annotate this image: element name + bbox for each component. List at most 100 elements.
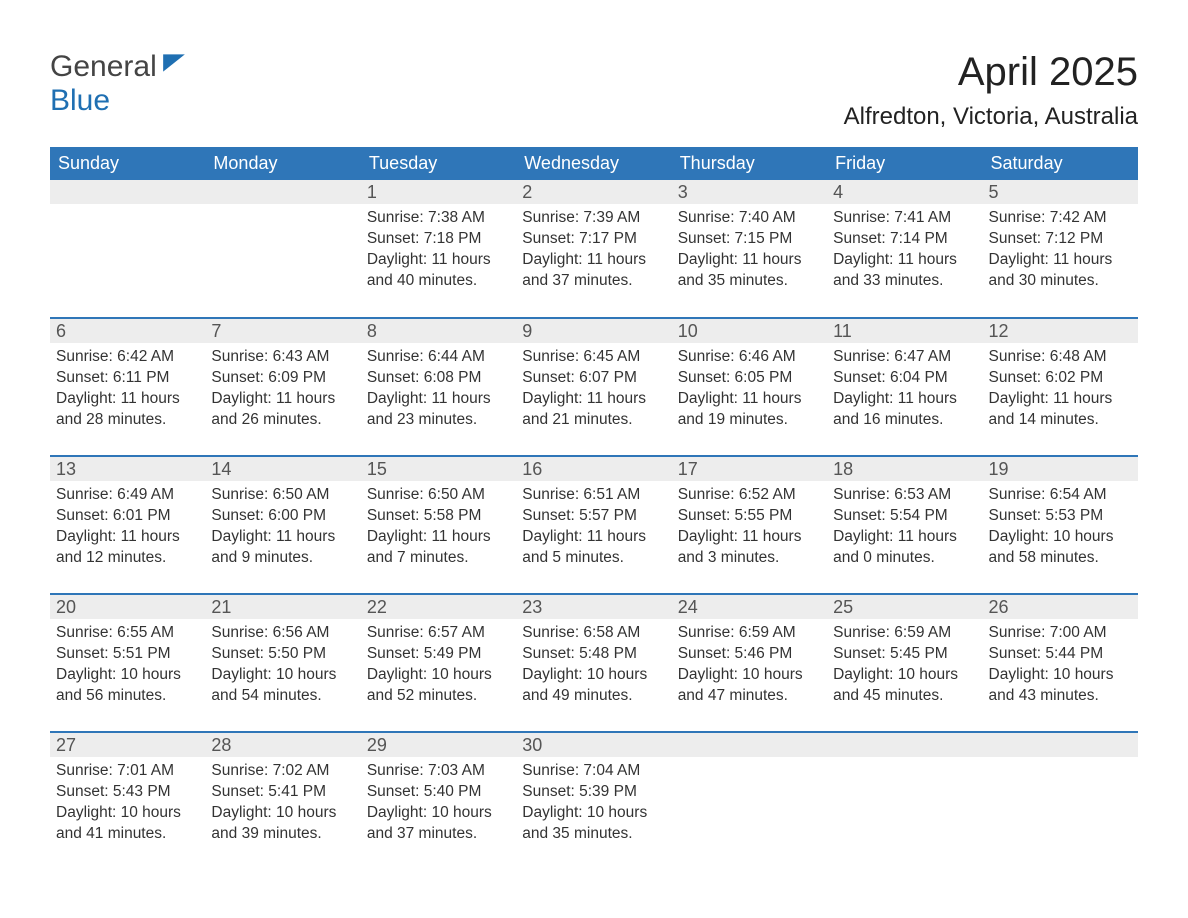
- day-number: 15: [361, 457, 516, 481]
- day-data: Sunrise: 6:46 AMSunset: 6:05 PMDaylight:…: [672, 343, 827, 437]
- day-cell: 11Sunrise: 6:47 AMSunset: 6:04 PMDayligh…: [827, 318, 982, 456]
- daylight1-text: Daylight: 11 hours: [833, 527, 976, 548]
- sunset-text: Sunset: 6:07 PM: [522, 368, 665, 389]
- sunrise-text: Sunrise: 6:59 AM: [833, 623, 976, 644]
- sunset-text: Sunset: 5:49 PM: [367, 644, 510, 665]
- day-cell: 25Sunrise: 6:59 AMSunset: 5:45 PMDayligh…: [827, 594, 982, 732]
- title-month: April 2025: [844, 50, 1138, 95]
- sunset-text: Sunset: 5:50 PM: [211, 644, 354, 665]
- day-data: Sunrise: 6:47 AMSunset: 6:04 PMDaylight:…: [827, 343, 982, 437]
- daylight1-text: Daylight: 11 hours: [989, 250, 1132, 271]
- sunrise-text: Sunrise: 7:01 AM: [56, 761, 199, 782]
- day-data: Sunrise: 6:58 AMSunset: 5:48 PMDaylight:…: [516, 619, 671, 713]
- daylight2-text: and 49 minutes.: [522, 686, 665, 707]
- daylight2-text: and 30 minutes.: [989, 271, 1132, 292]
- day-cell: 2Sunrise: 7:39 AMSunset: 7:17 PMDaylight…: [516, 180, 671, 318]
- sunset-text: Sunset: 6:08 PM: [367, 368, 510, 389]
- day-data: Sunrise: 7:00 AMSunset: 5:44 PMDaylight:…: [983, 619, 1138, 713]
- daylight1-text: Daylight: 11 hours: [833, 389, 976, 410]
- weekday-header: Tuesday: [361, 147, 516, 180]
- day-data: Sunrise: 7:01 AMSunset: 5:43 PMDaylight:…: [50, 757, 205, 851]
- sunset-text: Sunset: 5:45 PM: [833, 644, 976, 665]
- day-number: 19: [983, 457, 1138, 481]
- day-number: 9: [516, 319, 671, 343]
- sunrise-text: Sunrise: 6:48 AM: [989, 347, 1132, 368]
- day-number: 13: [50, 457, 205, 481]
- title-location: Alfredton, Victoria, Australia: [844, 103, 1138, 131]
- sunrise-text: Sunrise: 7:41 AM: [833, 208, 976, 229]
- day-number: 7: [205, 319, 360, 343]
- day-cell: 26Sunrise: 7:00 AMSunset: 5:44 PMDayligh…: [983, 594, 1138, 732]
- day-data: Sunrise: 7:39 AMSunset: 7:17 PMDaylight:…: [516, 204, 671, 298]
- sunrise-text: Sunrise: 6:43 AM: [211, 347, 354, 368]
- sunset-text: Sunset: 5:48 PM: [522, 644, 665, 665]
- sunset-text: Sunset: 7:14 PM: [833, 229, 976, 250]
- day-cell: 4Sunrise: 7:41 AMSunset: 7:14 PMDaylight…: [827, 180, 982, 318]
- day-number: 23: [516, 595, 671, 619]
- day-data: [672, 757, 827, 767]
- day-cell: [50, 180, 205, 318]
- daylight2-text: and 7 minutes.: [367, 548, 510, 569]
- daylight1-text: Daylight: 11 hours: [56, 389, 199, 410]
- sunrise-text: Sunrise: 6:46 AM: [678, 347, 821, 368]
- day-data: Sunrise: 6:57 AMSunset: 5:49 PMDaylight:…: [361, 619, 516, 713]
- daylight1-text: Daylight: 10 hours: [211, 803, 354, 824]
- day-cell: 24Sunrise: 6:59 AMSunset: 5:46 PMDayligh…: [672, 594, 827, 732]
- day-number: 6: [50, 319, 205, 343]
- daylight2-text: and 41 minutes.: [56, 824, 199, 845]
- day-data: [827, 757, 982, 767]
- weekday-header: Wednesday: [516, 147, 671, 180]
- sunset-text: Sunset: 6:00 PM: [211, 506, 354, 527]
- sunrise-text: Sunrise: 6:51 AM: [522, 485, 665, 506]
- day-data: Sunrise: 6:52 AMSunset: 5:55 PMDaylight:…: [672, 481, 827, 575]
- day-cell: 1Sunrise: 7:38 AMSunset: 7:18 PMDaylight…: [361, 180, 516, 318]
- daylight2-text: and 35 minutes.: [678, 271, 821, 292]
- day-cell: 12Sunrise: 6:48 AMSunset: 6:02 PMDayligh…: [983, 318, 1138, 456]
- daylight1-text: Daylight: 10 hours: [211, 665, 354, 686]
- day-data: Sunrise: 6:59 AMSunset: 5:45 PMDaylight:…: [827, 619, 982, 713]
- sunrise-text: Sunrise: 6:57 AM: [367, 623, 510, 644]
- day-number: 1: [361, 180, 516, 204]
- day-data: Sunrise: 6:42 AMSunset: 6:11 PMDaylight:…: [50, 343, 205, 437]
- sunrise-text: Sunrise: 7:39 AM: [522, 208, 665, 229]
- day-cell: 16Sunrise: 6:51 AMSunset: 5:57 PMDayligh…: [516, 456, 671, 594]
- daylight2-text: and 33 minutes.: [833, 271, 976, 292]
- daylight1-text: Daylight: 10 hours: [989, 527, 1132, 548]
- sunset-text: Sunset: 6:11 PM: [56, 368, 199, 389]
- day-number: [827, 733, 982, 757]
- daylight2-text: and 5 minutes.: [522, 548, 665, 569]
- sunset-text: Sunset: 5:41 PM: [211, 782, 354, 803]
- sunset-text: Sunset: 6:05 PM: [678, 368, 821, 389]
- sunset-text: Sunset: 6:02 PM: [989, 368, 1132, 389]
- day-number: 12: [983, 319, 1138, 343]
- sunset-text: Sunset: 5:51 PM: [56, 644, 199, 665]
- sunrise-text: Sunrise: 6:54 AM: [989, 485, 1132, 506]
- day-data: Sunrise: 6:44 AMSunset: 6:08 PMDaylight:…: [361, 343, 516, 437]
- day-cell: 15Sunrise: 6:50 AMSunset: 5:58 PMDayligh…: [361, 456, 516, 594]
- day-data: Sunrise: 6:43 AMSunset: 6:09 PMDaylight:…: [205, 343, 360, 437]
- sunset-text: Sunset: 7:12 PM: [989, 229, 1132, 250]
- sunrise-text: Sunrise: 6:50 AM: [367, 485, 510, 506]
- day-number: 11: [827, 319, 982, 343]
- day-data: Sunrise: 6:51 AMSunset: 5:57 PMDaylight:…: [516, 481, 671, 575]
- day-data: Sunrise: 7:38 AMSunset: 7:18 PMDaylight:…: [361, 204, 516, 298]
- day-data: Sunrise: 7:40 AMSunset: 7:15 PMDaylight:…: [672, 204, 827, 298]
- sunset-text: Sunset: 5:39 PM: [522, 782, 665, 803]
- sunrise-text: Sunrise: 6:45 AM: [522, 347, 665, 368]
- day-number: 4: [827, 180, 982, 204]
- daylight2-text: and 45 minutes.: [833, 686, 976, 707]
- daylight2-text: and 14 minutes.: [989, 410, 1132, 431]
- day-cell: 5Sunrise: 7:42 AMSunset: 7:12 PMDaylight…: [983, 180, 1138, 318]
- day-number: 18: [827, 457, 982, 481]
- day-cell: 6Sunrise: 6:42 AMSunset: 6:11 PMDaylight…: [50, 318, 205, 456]
- sunset-text: Sunset: 5:58 PM: [367, 506, 510, 527]
- daylight1-text: Daylight: 10 hours: [522, 665, 665, 686]
- day-number: 14: [205, 457, 360, 481]
- daylight2-text: and 26 minutes.: [211, 410, 354, 431]
- day-cell: 8Sunrise: 6:44 AMSunset: 6:08 PMDaylight…: [361, 318, 516, 456]
- daylight1-text: Daylight: 11 hours: [367, 389, 510, 410]
- day-data: Sunrise: 7:04 AMSunset: 5:39 PMDaylight:…: [516, 757, 671, 851]
- day-cell: 10Sunrise: 6:46 AMSunset: 6:05 PMDayligh…: [672, 318, 827, 456]
- logo-text-line1: General Blue: [50, 50, 189, 118]
- daylight1-text: Daylight: 11 hours: [522, 250, 665, 271]
